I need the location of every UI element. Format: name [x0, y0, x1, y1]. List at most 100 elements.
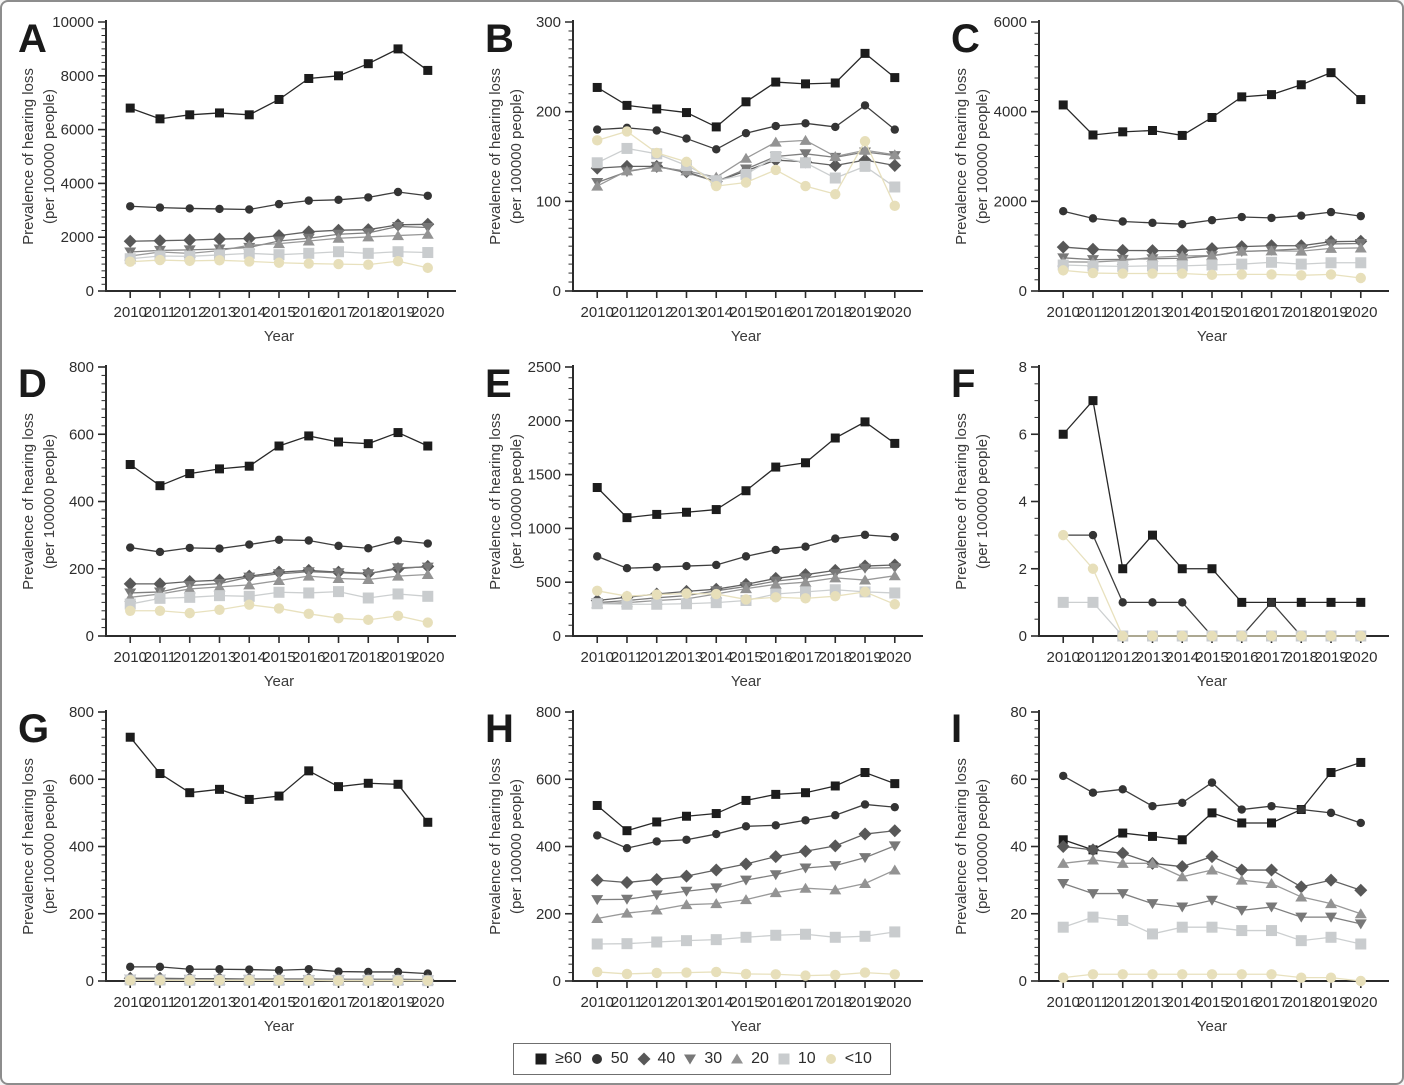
x-tick-label: 2013	[1136, 649, 1169, 666]
series-marker-triangle-up	[739, 583, 752, 594]
series-marker-triangle-up	[799, 576, 812, 587]
series-marker-square	[1296, 258, 1308, 270]
series-marker-triangle-up	[1295, 891, 1308, 902]
x-tick-label: 2013	[1136, 994, 1169, 1011]
series-marker-circle	[125, 605, 136, 616]
series-marker-circle	[1208, 778, 1217, 787]
x-tick-label: 2010	[114, 304, 147, 321]
series-marker-square	[800, 79, 810, 89]
series-marker-square	[273, 249, 285, 261]
legend-marker-triangle-down-icon	[684, 1054, 697, 1065]
x-tick-label: 2011	[610, 994, 642, 1011]
series-marker-circle	[423, 191, 432, 200]
panel-C-canvas: C Prevalence of hearing loss (per 100000 p…	[951, 14, 1390, 345]
x-tick-label: 2014	[233, 304, 266, 321]
x-tick-label: 2019	[848, 649, 881, 666]
series-marker-triangle-up	[1146, 251, 1159, 262]
x-tick-label: 2013	[669, 304, 702, 321]
y-axis-label-line2: (per 100000 people)	[974, 89, 991, 224]
series-marker-diamond	[620, 875, 634, 889]
x-tick-label: 2012	[173, 649, 206, 666]
x-tick-label: 2016	[1225, 304, 1258, 321]
y-tick-label: 8	[1019, 359, 1027, 376]
series-marker-square	[1207, 564, 1217, 574]
series-marker-square	[1087, 260, 1099, 272]
series-marker-square	[124, 598, 136, 610]
x-tick-label: 2015	[729, 994, 762, 1011]
series-marker-circle	[154, 254, 166, 266]
series-marker-diamond	[798, 844, 812, 858]
series-marker-circle	[423, 539, 432, 548]
x-tick-label: 2013	[669, 649, 702, 666]
series-marker-circle	[1236, 269, 1248, 280]
series-marker-circle	[125, 975, 136, 986]
series-marker-circle	[422, 262, 433, 274]
series-marker-square	[710, 597, 722, 609]
series-marker-circle	[771, 545, 780, 555]
series-marker-circle	[799, 180, 811, 192]
series-marker-square	[1356, 597, 1366, 607]
series-marker-circle	[591, 1054, 602, 1064]
legend-marker-circle-icon	[825, 1054, 836, 1064]
series-marker-circle	[1148, 218, 1158, 228]
y-tick-label: 0	[86, 973, 94, 990]
x-tick-label: 2010	[114, 649, 147, 666]
x-tick-label: 2015	[729, 649, 762, 666]
panel-letter: A	[18, 17, 47, 61]
series-marker-circle	[1177, 268, 1188, 279]
series-marker-circle	[1118, 598, 1128, 607]
series-marker-triangle-up	[828, 151, 841, 161]
y-tick-label: 500	[536, 574, 561, 591]
series-marker-triangle-up	[1265, 245, 1278, 256]
series-marker-triangle-up	[273, 575, 285, 586]
series-marker-square	[1297, 80, 1307, 90]
series-marker-triangle-down	[1146, 899, 1159, 910]
series-marker-circle	[215, 544, 224, 553]
series-marker-square	[799, 586, 811, 598]
series-marker-square	[1148, 530, 1158, 540]
x-tick-label: 2014	[233, 994, 266, 1011]
series-marker-square	[1236, 258, 1248, 270]
y-axis-label-line2: (per 100000 people)	[41, 434, 58, 569]
series-marker-square	[622, 100, 632, 110]
series-marker-circle	[591, 966, 603, 978]
series-marker-triangle-down	[858, 563, 871, 574]
series-marker-square	[741, 486, 751, 496]
series-marker-circle	[1236, 969, 1248, 980]
series-marker-circle	[1296, 270, 1307, 281]
x-tick-label: 2020	[1344, 649, 1377, 666]
series-marker-square	[770, 789, 780, 799]
series-marker-circle	[155, 203, 165, 212]
series-marker-diamond	[183, 233, 197, 247]
series-marker-circle	[214, 975, 225, 986]
series-marker-circle	[800, 542, 810, 551]
series-marker-circle	[1118, 217, 1128, 226]
y-axis-label-line1: Prevalence of hearing loss	[20, 758, 37, 935]
series-marker-circle	[1147, 268, 1159, 279]
y-tick-label: 800	[536, 704, 561, 721]
series-marker-triangle-up	[650, 904, 663, 915]
series-line-50	[1063, 534, 1362, 637]
series-marker-square	[1326, 597, 1336, 607]
series-marker-square	[830, 78, 840, 88]
series-marker-circle	[363, 975, 374, 986]
series-marker-circle	[680, 156, 692, 168]
series-marker-circle	[185, 204, 194, 213]
x-axis-label: Year	[731, 1018, 761, 1035]
series-marker-triangle-down	[1355, 919, 1368, 930]
series-line-<10	[1063, 534, 1362, 637]
series-marker-square	[888, 587, 900, 599]
x-tick-label: 2012	[640, 304, 673, 321]
series-marker-square	[362, 247, 374, 259]
series-marker-triangle-down	[799, 149, 812, 160]
series-marker-circle	[859, 967, 870, 978]
series-marker-circle	[1059, 771, 1068, 781]
y-tick-label: 800	[69, 359, 94, 376]
x-tick-label: 2015	[1196, 994, 1229, 1011]
series-marker-circle	[799, 970, 811, 981]
axis-spines	[1038, 20, 1390, 292]
y-tick-label: 4000	[994, 104, 1027, 121]
legend-marker-diamond-icon	[637, 1052, 651, 1066]
y-tick-label: 600	[536, 771, 561, 788]
series-marker-circle	[273, 257, 285, 268]
